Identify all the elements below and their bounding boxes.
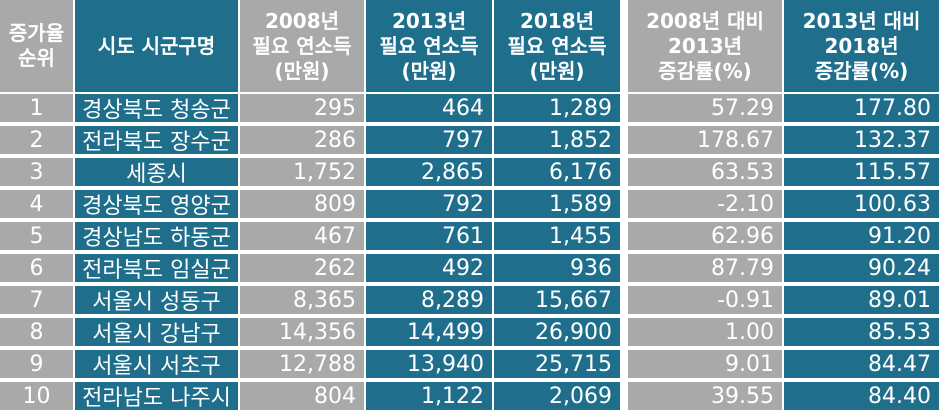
- cell-name: 서울시 강남구: [75, 318, 238, 347]
- header-2013-line2: 필요 연소득: [379, 33, 479, 58]
- cell-v2008: 286: [240, 126, 364, 154]
- cell-rank: 10: [0, 382, 73, 410]
- cell-v2013: 1,122: [366, 382, 492, 410]
- header-2018-line2: 필요 연소득: [507, 33, 607, 58]
- header-rate2-line3: 증감률(%): [814, 58, 909, 83]
- cell-v2008: 1,752: [240, 158, 364, 186]
- header-rank-line1: 증가율: [8, 21, 65, 45]
- cell-name: 경상북도 영양군: [75, 190, 238, 219]
- header-2008-line3: (만원): [274, 58, 330, 83]
- cell-v2018: 26,900: [494, 318, 620, 346]
- cell-rank: 7: [0, 286, 73, 314]
- cell-name: 서울시 서초구: [75, 350, 238, 379]
- header-2013-line1: 2013년: [391, 8, 467, 33]
- header-rank: 증가율 순위: [0, 0, 73, 92]
- header-2018-line1: 2018년: [519, 8, 595, 33]
- cell-v2013: 797: [366, 126, 492, 154]
- cell-name: 경상남도 하동군: [75, 222, 238, 251]
- cell-rate2: 85.53: [784, 318, 939, 346]
- cell-v2013: 2,865: [366, 158, 492, 186]
- cell-v2018: 1,455: [494, 222, 620, 250]
- cell-v2013: 761: [366, 222, 492, 250]
- cell-rate2: 91.20: [784, 222, 939, 250]
- cell-rate1: 63.53: [628, 158, 782, 186]
- cell-rank: 6: [0, 254, 73, 282]
- cell-v2018: 6,176: [494, 158, 620, 186]
- cell-name: 세종시: [75, 158, 238, 187]
- header-rate2-line2: 2018년: [824, 33, 899, 58]
- cell-v2008: 295: [240, 94, 364, 122]
- cell-v2018: 2,069: [494, 382, 620, 410]
- cell-rate2: 115.57: [784, 158, 939, 186]
- cell-v2008: 12,788: [240, 350, 364, 378]
- cell-v2018: 1,289: [494, 94, 620, 122]
- header-rate1-line2: 2013년: [667, 33, 743, 58]
- cell-rate1: 1.00: [628, 318, 782, 346]
- cell-rank: 9: [0, 350, 73, 378]
- cell-rate2: 132.37: [784, 126, 939, 154]
- header-2008-line1: 2008년: [264, 8, 340, 33]
- cell-v2008: 262: [240, 254, 364, 282]
- header-2018: 2018년 필요 연소득 (만원): [494, 0, 620, 92]
- cell-v2008: 14,356: [240, 318, 364, 346]
- cell-rate2: 84.40: [784, 382, 939, 410]
- header-name: 시도 시군구명: [75, 0, 238, 92]
- header-rate2-line1: 2013년 대비: [802, 8, 921, 33]
- cell-rate1: 39.55: [628, 382, 782, 410]
- cell-name: 전라북도 임실군: [75, 254, 238, 283]
- cell-rate2: 84.47: [784, 350, 939, 378]
- cell-v2018: 1,589: [494, 190, 620, 218]
- cell-rate1: 87.79: [628, 254, 782, 282]
- cell-v2018: 15,667: [494, 286, 620, 314]
- cell-rate1: 9.01: [628, 350, 782, 378]
- cell-rank: 5: [0, 222, 73, 250]
- cell-rate2: 89.01: [784, 286, 939, 314]
- cell-v2013: 8,289: [366, 286, 492, 314]
- cell-rate2: 177.80: [784, 94, 939, 122]
- cell-rate2: 90.24: [784, 254, 939, 282]
- header-rate-2013-2018: 2013년 대비 2018년 증감률(%): [784, 0, 939, 92]
- cell-rank: 1: [0, 94, 73, 122]
- header-2008: 2008년 필요 연소득 (만원): [240, 0, 364, 92]
- header-rate-2008-2013: 2008년 대비 2013년 증감률(%): [628, 0, 782, 92]
- cell-v2018: 1,852: [494, 126, 620, 154]
- cell-v2008: 467: [240, 222, 364, 250]
- header-2018-line3: (만원): [529, 58, 585, 83]
- header-2013-line3: (만원): [401, 58, 457, 83]
- cell-v2013: 464: [366, 94, 492, 122]
- cell-rate1: -2.10: [628, 190, 782, 218]
- header-rate1-line1: 2008년 대비: [646, 8, 764, 33]
- cell-rank: 4: [0, 190, 73, 218]
- cell-rate1: 57.29: [628, 94, 782, 122]
- cell-v2008: 8,365: [240, 286, 364, 314]
- cell-rate1: 62.96: [628, 222, 782, 250]
- cell-v2013: 14,499: [366, 318, 492, 346]
- cell-name: 전라북도 장수군: [75, 126, 238, 155]
- header-name-line1: 시도 시군구명: [97, 33, 216, 58]
- header-rate1-line3: 증감률(%): [658, 58, 752, 83]
- cell-name: 서울시 성동구: [75, 286, 238, 315]
- cell-rank: 2: [0, 126, 73, 154]
- cell-rate2: 100.63: [784, 190, 939, 218]
- cell-v2013: 492: [366, 254, 492, 282]
- header-rank-line2: 순위: [18, 46, 55, 70]
- cell-v2013: 13,940: [366, 350, 492, 378]
- cell-v2008: 804: [240, 382, 364, 410]
- cell-v2018: 25,715: [494, 350, 620, 378]
- cell-name: 전라남도 나주시: [75, 382, 238, 411]
- cell-rank: 8: [0, 318, 73, 346]
- cell-rate1: -0.91: [628, 286, 782, 314]
- cell-v2018: 936: [494, 254, 620, 282]
- cell-v2008: 809: [240, 190, 364, 218]
- header-2008-line2: 필요 연소득: [252, 33, 352, 58]
- header-2013: 2013년 필요 연소득 (만원): [366, 0, 492, 92]
- cell-rate1: 178.67: [628, 126, 782, 154]
- cell-v2013: 792: [366, 190, 492, 218]
- cell-name: 경상북도 청송군: [75, 94, 238, 123]
- cell-rank: 3: [0, 158, 73, 186]
